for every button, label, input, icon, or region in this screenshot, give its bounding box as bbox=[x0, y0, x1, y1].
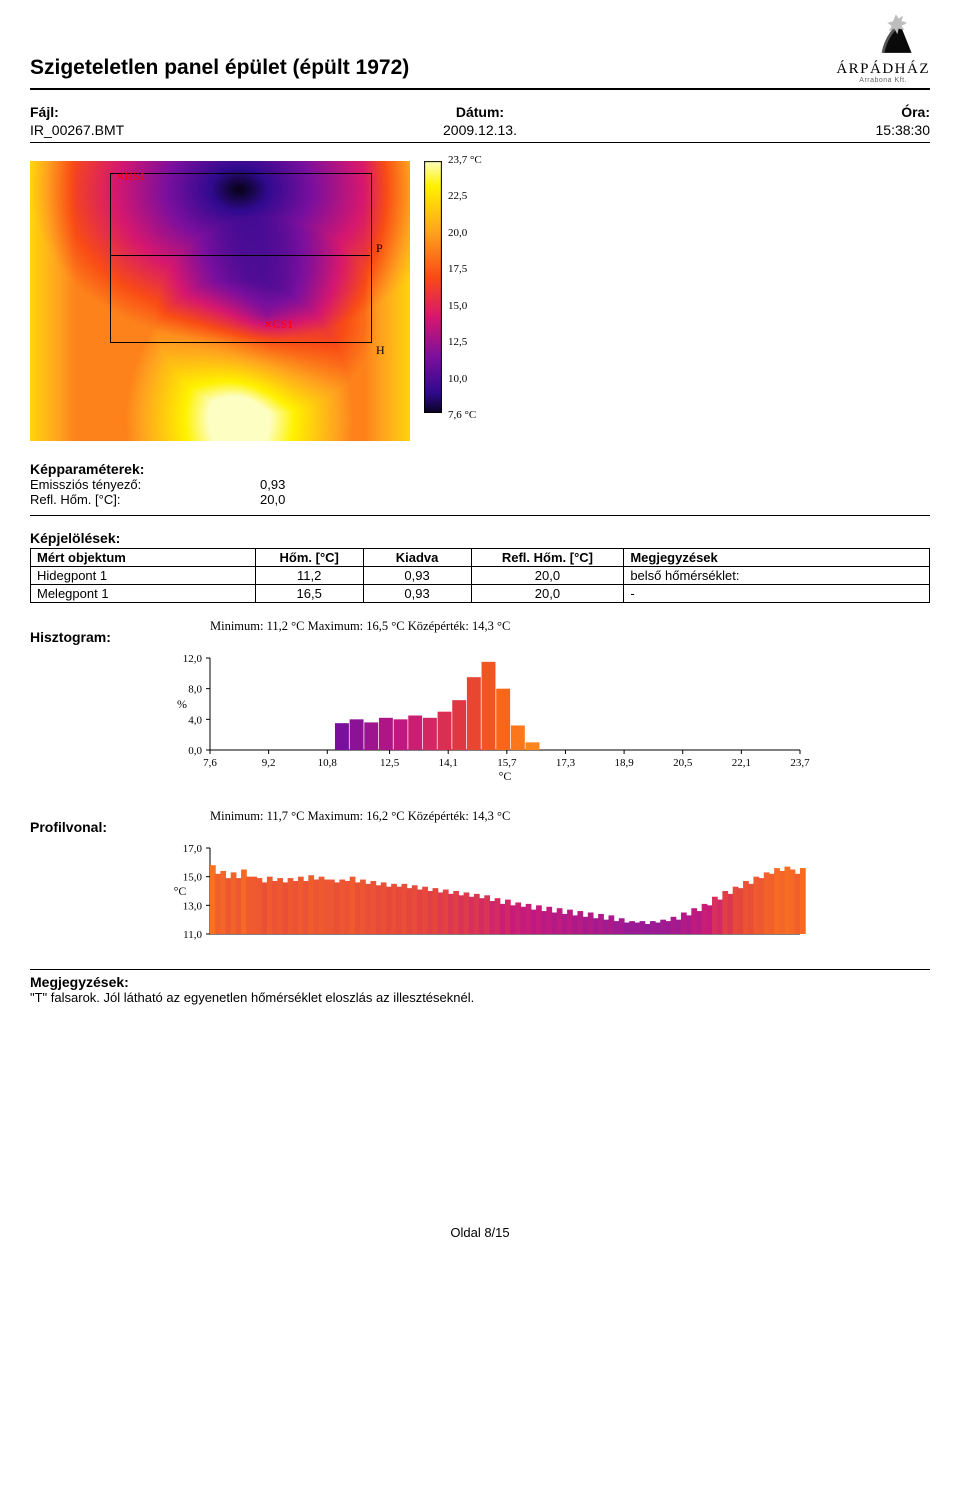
roi-hs1-text: HS1 bbox=[124, 169, 145, 183]
svg-text:20,5: 20,5 bbox=[673, 757, 693, 769]
svg-text:°C: °C bbox=[499, 769, 512, 783]
roi-cs1-label: ✕CS1 bbox=[264, 317, 293, 332]
svg-text:15,0: 15,0 bbox=[183, 872, 203, 884]
divider bbox=[30, 515, 930, 516]
svg-text:11,0: 11,0 bbox=[183, 929, 202, 941]
svg-text:8,0: 8,0 bbox=[188, 684, 202, 696]
profile-stats: Minimum: 11,7 °C Maximum: 16,2 °C Középé… bbox=[210, 809, 930, 824]
header-row: Szigeteletlen panel épület (épült 1972) … bbox=[30, 20, 930, 84]
roi-hs1-label: ✕HS1 bbox=[116, 169, 146, 184]
divider bbox=[30, 142, 930, 143]
svg-text:°C: °C bbox=[174, 884, 187, 898]
file-value: IR_00267.BMT bbox=[30, 122, 330, 138]
svg-text:10,8: 10,8 bbox=[318, 757, 338, 769]
logo-icon bbox=[847, 10, 919, 60]
time-value: 15:38:30 bbox=[630, 122, 930, 138]
roi-profile-line bbox=[110, 255, 370, 256]
emissivity-row: Emissziós tényező: 0,93 bbox=[30, 477, 320, 492]
roi-cs1-text: CS1 bbox=[272, 317, 293, 331]
page-footer: Oldal 8/15 bbox=[30, 1225, 930, 1240]
date-label: Dátum: bbox=[330, 104, 630, 120]
divider bbox=[30, 88, 930, 90]
svg-text:14,1: 14,1 bbox=[439, 757, 458, 769]
svg-text:4,0: 4,0 bbox=[188, 714, 202, 726]
thermal-overlay: ✕HS1 ✕CS1 P H bbox=[30, 161, 410, 441]
svg-text:22,1: 22,1 bbox=[732, 757, 751, 769]
time-label: Óra: bbox=[630, 104, 930, 120]
file-meta-labels: Fájl: Dátum: Óra: bbox=[30, 104, 930, 120]
file-label: Fájl: bbox=[30, 104, 330, 120]
profile-row: Profilvonal: Minimum: 11,7 °C Maximum: 1… bbox=[30, 809, 930, 947]
page-title: Szigeteletlen panel épület (épült 1972) bbox=[30, 56, 409, 80]
colorbar-canvas bbox=[424, 161, 442, 413]
histogram-row: Hisztogram: Minimum: 11,2 °C Maximum: 16… bbox=[30, 619, 930, 787]
markings-title: Képjelölések: bbox=[30, 530, 930, 546]
svg-text:%: % bbox=[177, 697, 187, 711]
colorbar: 23,7 °C22,520,017,515,012,510,07,6 °C bbox=[424, 161, 482, 421]
logo-text: ÁRPÁDHÁZ bbox=[836, 62, 930, 77]
date-value: 2009.12.13. bbox=[330, 122, 630, 138]
svg-text:17,0: 17,0 bbox=[183, 843, 203, 855]
profile-title: Profilvonal: bbox=[30, 809, 170, 835]
svg-text:23,7: 23,7 bbox=[790, 757, 810, 769]
refl-label: Refl. Hőm. [°C]: bbox=[30, 492, 260, 507]
refl-value: 20,0 bbox=[260, 492, 320, 507]
emissivity-value: 0,93 bbox=[260, 477, 320, 492]
svg-text:18,9: 18,9 bbox=[614, 757, 634, 769]
colorbar-ticks: 23,7 °C22,520,017,515,012,510,07,6 °C bbox=[448, 155, 482, 421]
thermal-block: ✕HS1 ✕CS1 P H 23,7 °C22,520,017,515,012,… bbox=[30, 161, 930, 441]
emissivity-label: Emissziós tényező: bbox=[30, 477, 260, 492]
roi-p-label: P bbox=[376, 241, 383, 256]
svg-text:12,0: 12,0 bbox=[183, 653, 203, 665]
profile-wrap: Minimum: 11,7 °C Maximum: 16,2 °C Középé… bbox=[170, 809, 930, 947]
svg-text:12,5: 12,5 bbox=[380, 757, 400, 769]
svg-text:7,6: 7,6 bbox=[203, 757, 217, 769]
markings-table: Mért objektumHőm. [°C]KiadvaRefl. Hőm. [… bbox=[30, 548, 930, 603]
logo-subtext: Arrabona Kft. bbox=[836, 77, 930, 84]
divider bbox=[30, 969, 930, 970]
notes-title: Megjegyzések: bbox=[30, 974, 930, 990]
histogram-title: Hisztogram: bbox=[30, 619, 170, 645]
logo: ÁRPÁDHÁZ Arrabona Kft. bbox=[836, 10, 930, 84]
thermal-image: ✕HS1 ✕CS1 P H bbox=[30, 161, 410, 441]
notes-text: "T" falsarok. Jól látható az egyenetlen … bbox=[30, 990, 930, 1005]
image-params-title: Képparaméterek: bbox=[30, 461, 930, 477]
histogram-wrap: Minimum: 11,2 °C Maximum: 16,5 °C Középé… bbox=[170, 619, 930, 787]
svg-text:17,3: 17,3 bbox=[556, 757, 576, 769]
file-meta-values: IR_00267.BMT 2009.12.13. 15:38:30 bbox=[30, 122, 930, 138]
svg-text:9,2: 9,2 bbox=[262, 757, 276, 769]
roi-rectangle bbox=[110, 173, 372, 343]
profile-chart: 11,0 13,0 15,0 17,0 °C bbox=[170, 824, 810, 944]
histogram-stats: Minimum: 11,2 °C Maximum: 16,5 °C Középé… bbox=[210, 619, 930, 634]
svg-text:0,0: 0,0 bbox=[188, 745, 202, 757]
histogram-chart: 0,0 4,0 8,0 12,0 7,6 9,2 10,8 12,5 14,1 15,7 17,3 1… bbox=[170, 634, 810, 784]
roi-h-label: H bbox=[376, 343, 385, 358]
refl-row: Refl. Hőm. [°C]: 20,0 bbox=[30, 492, 320, 507]
svg-text:13,0: 13,0 bbox=[183, 900, 203, 912]
svg-text:15,7: 15,7 bbox=[497, 757, 517, 769]
